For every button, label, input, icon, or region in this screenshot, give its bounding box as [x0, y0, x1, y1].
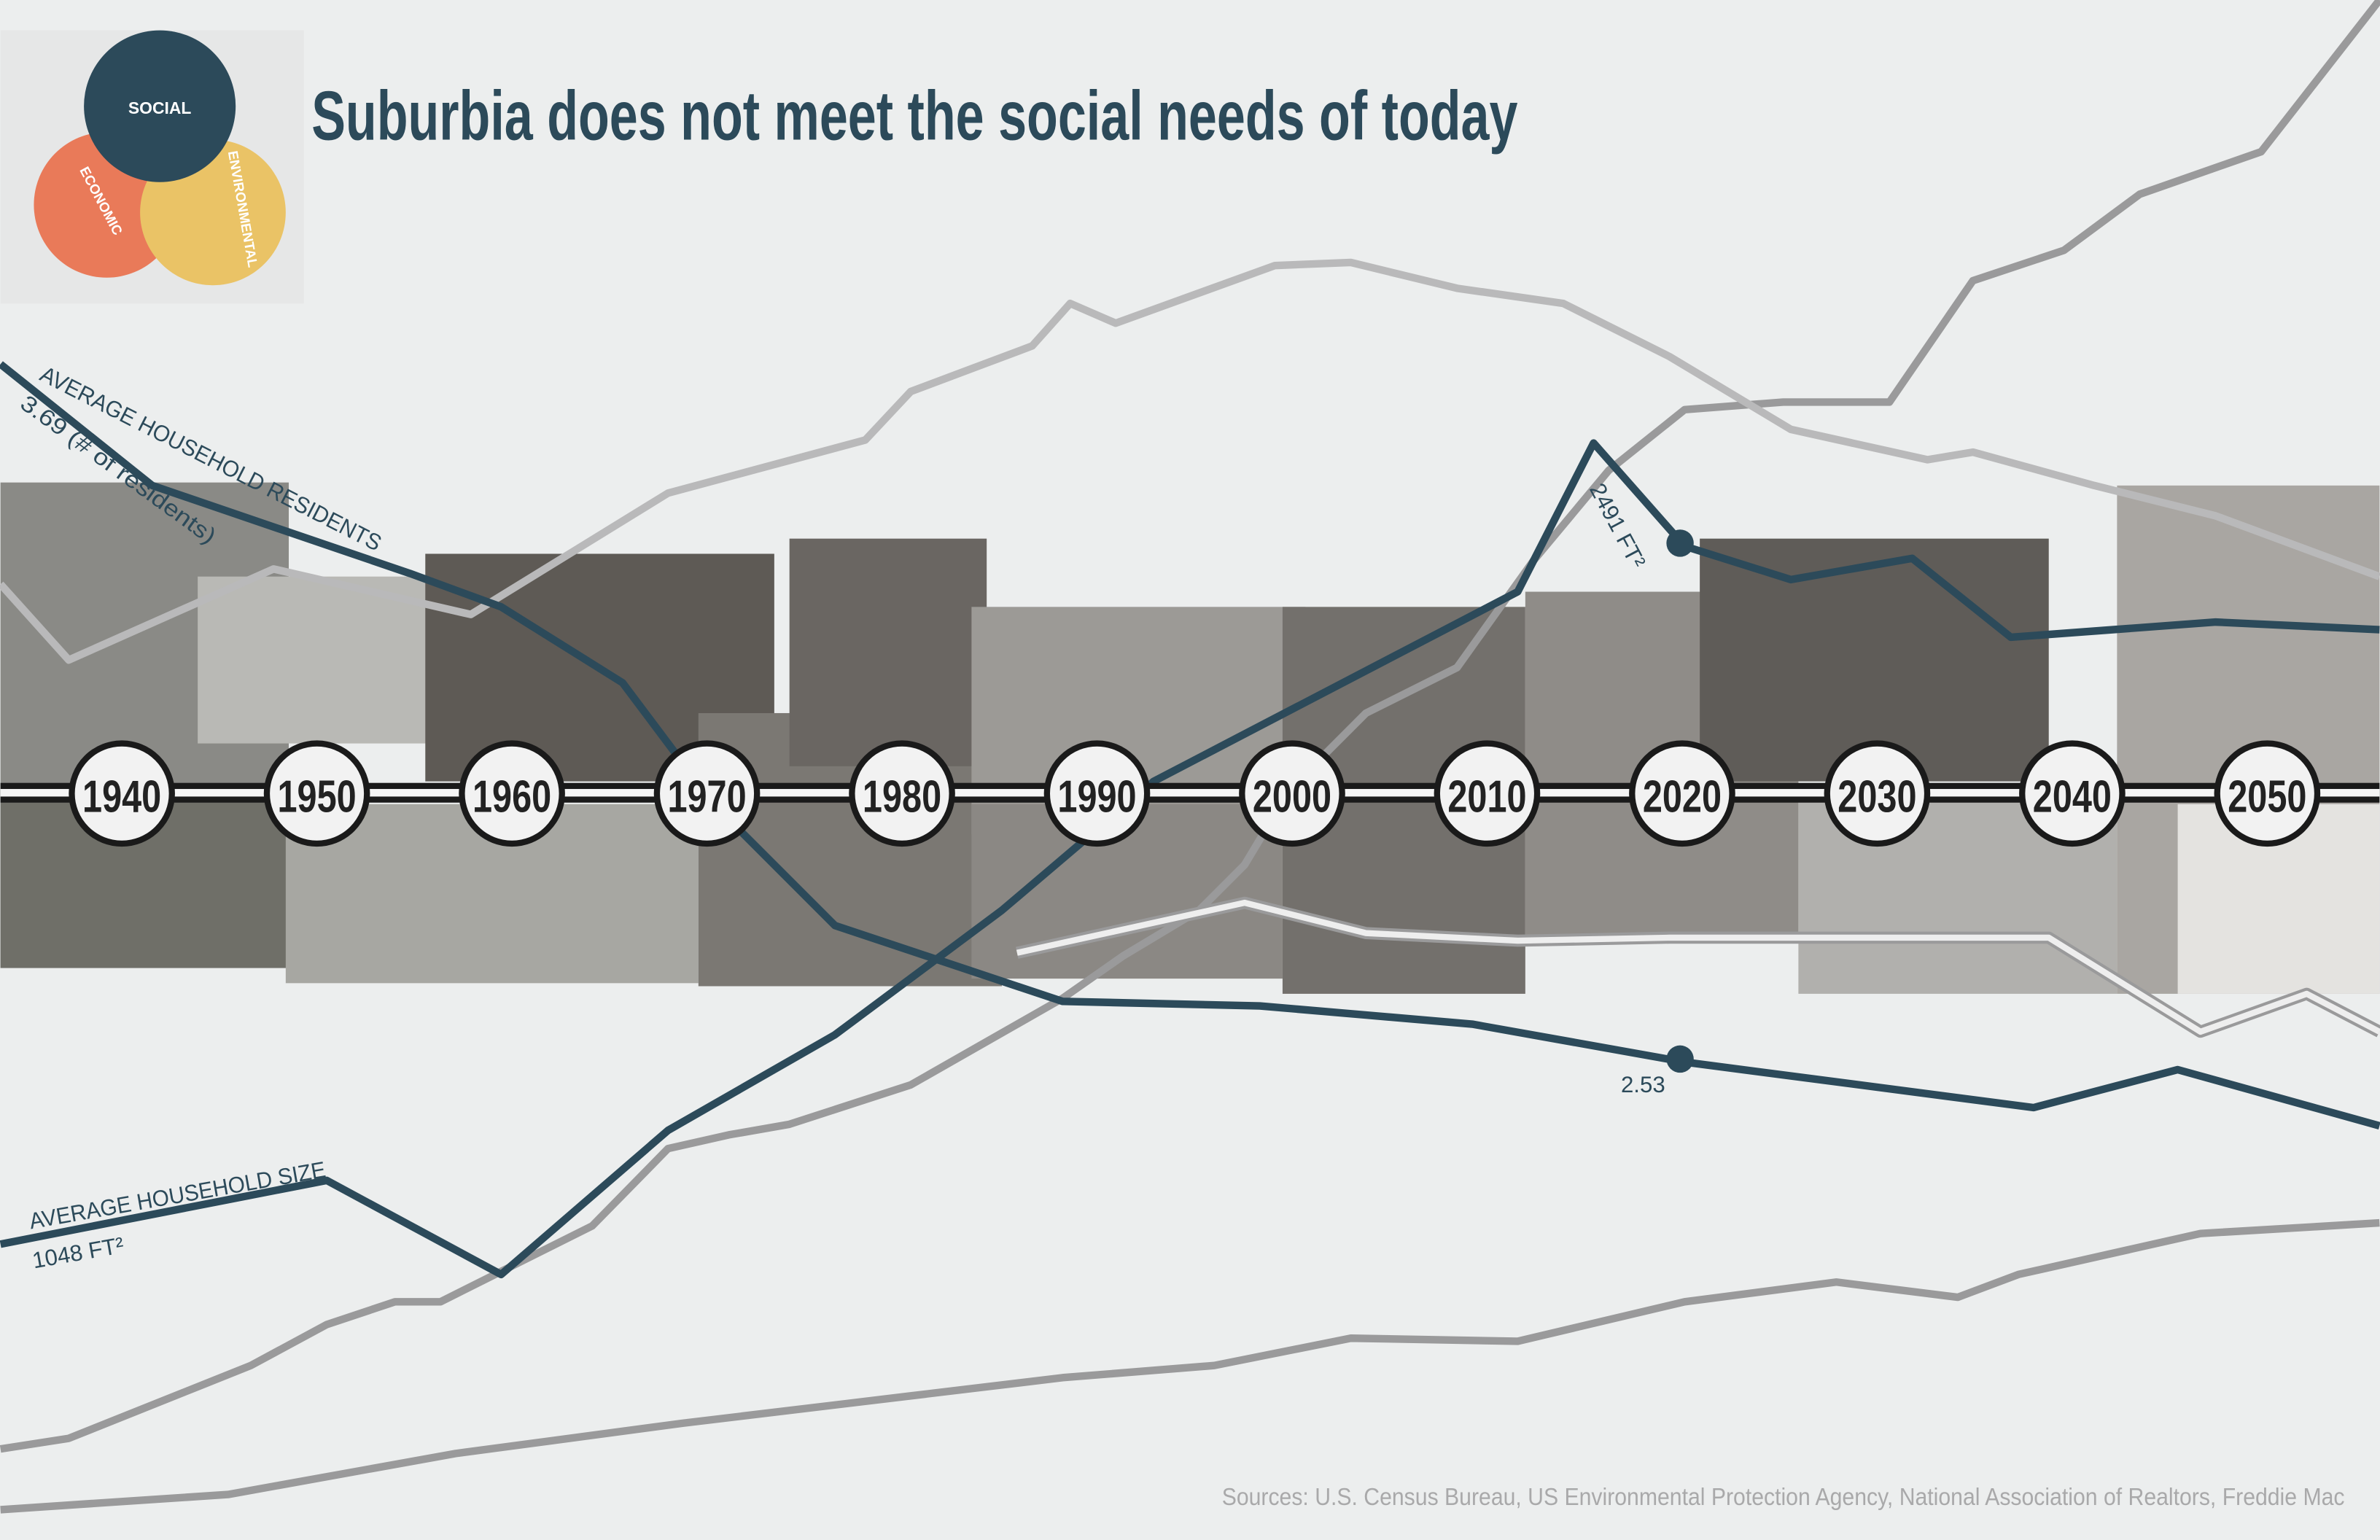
sources: Sources: U.S. Census Bureau, US Environm… — [1222, 1484, 2345, 1511]
year-label: 2010 — [1447, 771, 1526, 822]
year-label: 1950 — [278, 771, 357, 822]
year-label: 2000 — [1253, 771, 1331, 822]
annotation: 2.53 — [1621, 1072, 1665, 1097]
infographic: 1940 1950 1960 1970 1980 1990 2000 2010 2020 2030… — [0, 0, 2380, 1540]
year-label: 1980 — [863, 771, 941, 822]
year-label: 1960 — [472, 771, 551, 822]
year-label: 1990 — [1057, 771, 1136, 822]
page: Suburbia infographic {"logo": {"labels":… — [0, 0, 2380, 1540]
logo-label: SOCIAL — [128, 98, 191, 117]
year-label: 2040 — [2033, 771, 2112, 822]
marker-dot — [1666, 1046, 1693, 1073]
year-label: 1940 — [82, 771, 161, 822]
marker-dot — [1666, 529, 1693, 556]
title: Suburbia does not meet the social needs … — [311, 77, 1517, 155]
year-label: 2020 — [1643, 771, 1722, 822]
year-label: 1970 — [667, 771, 746, 822]
photo — [790, 539, 987, 766]
year-label: 2050 — [2228, 771, 2306, 822]
logo: SOCIAL ECONOMIC ENVIRONMENTAL — [1, 31, 304, 304]
body: 1940 1950 1960 1970 1980 1990 2000 2010 2020 2030… — [0, 0, 2380, 1540]
year-label: 2030 — [1838, 771, 1916, 822]
